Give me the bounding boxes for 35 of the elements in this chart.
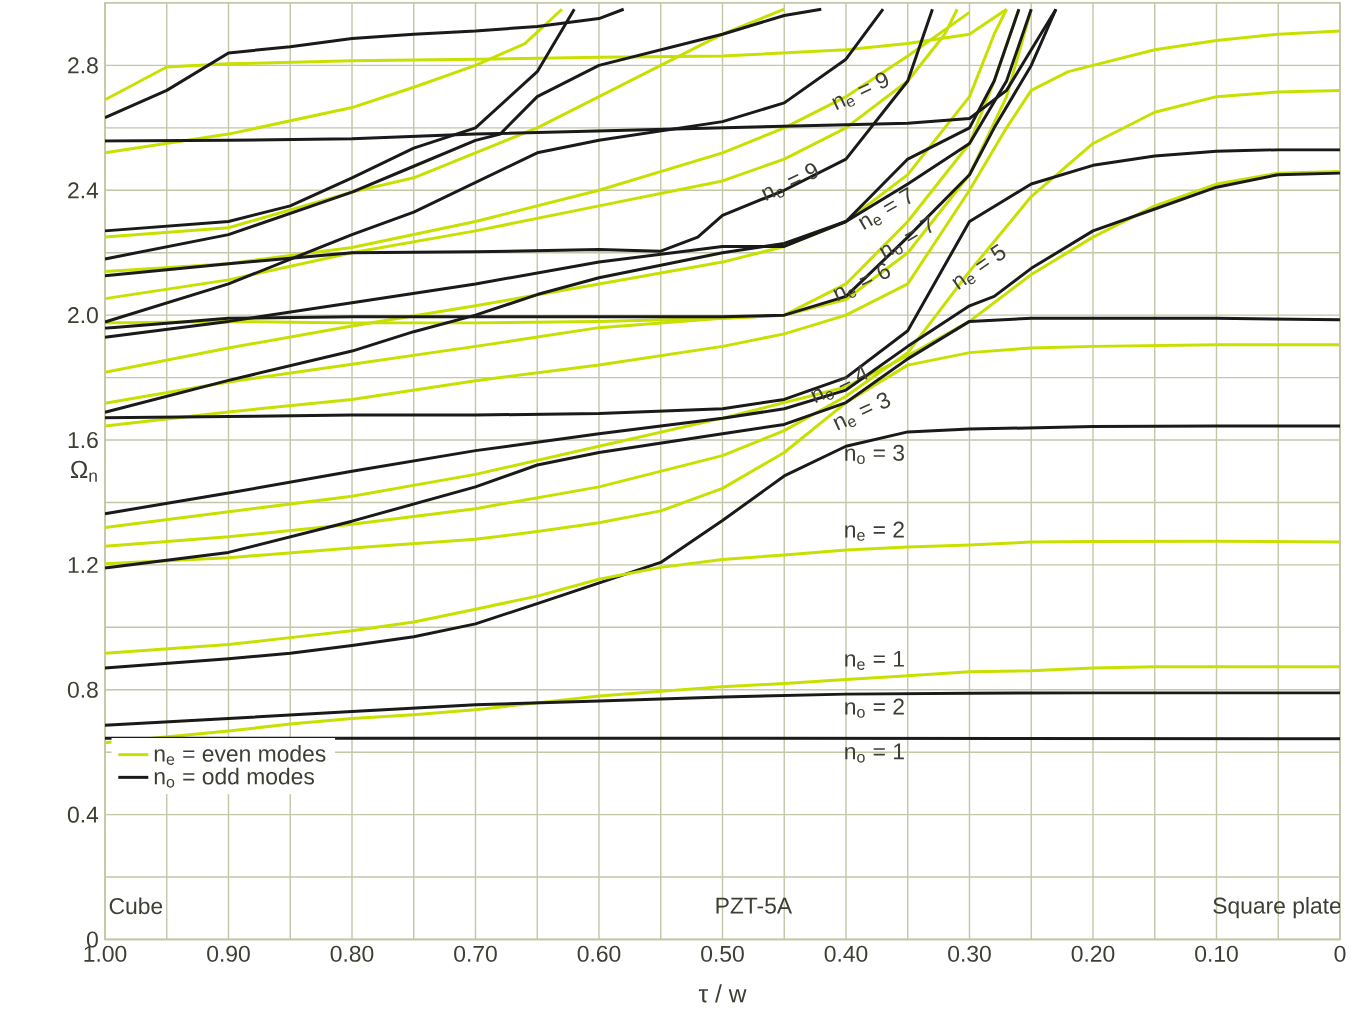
y-tick-label: 2.8 xyxy=(68,57,98,74)
annotation: Cube xyxy=(109,897,163,915)
x-tick-label: 0.20 xyxy=(1071,945,1115,962)
y-tick-label: 2.0 xyxy=(68,307,98,324)
legend-label: n$_{o}$ = odd modes xyxy=(154,767,314,788)
x-tick-label: 0.80 xyxy=(330,945,374,962)
annotation: n$_{o}$ = 9 xyxy=(761,163,818,201)
annotation: n$_{e}$ = 5 xyxy=(952,243,1006,290)
annotation: n$_{e}$ = 2 xyxy=(845,521,904,541)
legend-label: n$_{e}$ = even modes xyxy=(154,745,326,765)
annotation: n$_{o}$ = 3 xyxy=(845,444,904,465)
annotation: n$_{e}$ = 9 xyxy=(832,72,889,110)
x-tick-label: 0 xyxy=(1334,945,1346,962)
annotation: Square plate xyxy=(1213,896,1341,919)
line-series xyxy=(104,29,1340,428)
x-tick-label: 0.30 xyxy=(948,945,991,962)
y-tick-label: 1.6 xyxy=(68,431,98,449)
x-tick-label: 0.90 xyxy=(207,945,250,962)
x-tick-label: 0.70 xyxy=(454,945,497,962)
annotation: n$_{o}$ = 1 xyxy=(845,743,904,763)
x-tick-label: 0.40 xyxy=(824,945,868,962)
y-tick-label: 1.2 xyxy=(68,556,98,573)
x-tick-label: 0.60 xyxy=(577,945,621,962)
annotation: n$_{o}$ = 2 xyxy=(845,698,904,718)
x-tick-label: 0.50 xyxy=(701,945,744,962)
annotation: n$_{e}$ = 7 xyxy=(858,187,911,230)
y-tick-label: 2.4 xyxy=(68,182,99,199)
x-axis-title: τ / w xyxy=(698,984,747,1003)
annotation: n$_{e}$ = 1 xyxy=(845,650,904,670)
y-axis-title: Ω$_{n}$ xyxy=(70,460,97,482)
y-tick-label: 0.4 xyxy=(67,806,99,823)
x-tick-label: 0.10 xyxy=(1195,945,1238,962)
y-tick-label: 0.8 xyxy=(67,681,98,698)
annotation: n$_{e}$ = 6 xyxy=(833,263,891,301)
annotation: PZT-5A xyxy=(716,897,793,914)
